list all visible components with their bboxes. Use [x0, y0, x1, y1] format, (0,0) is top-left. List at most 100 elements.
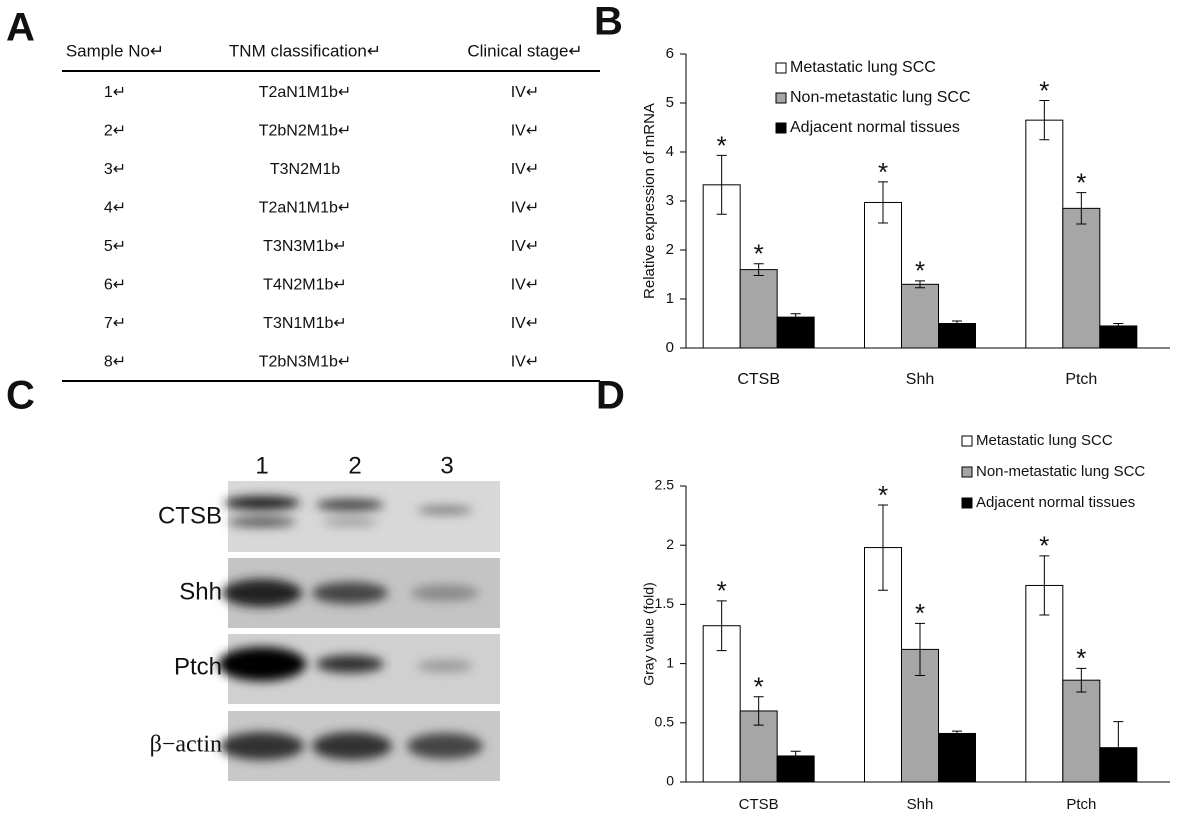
table-cell: 1↵: [104, 84, 126, 101]
bands: [218, 496, 483, 760]
bar: [901, 283, 939, 349]
table-cell: IV↵: [511, 123, 540, 140]
table-cell: IV↵: [511, 354, 540, 371]
band: [222, 579, 302, 607]
y-tick-label: 0.5: [655, 714, 675, 730]
row-label: β−actin: [150, 732, 222, 758]
y-tick-label: 0: [666, 339, 674, 356]
table-cell: T2bN2M1b↵: [259, 123, 352, 140]
table-cell: 7↵: [104, 315, 126, 332]
y-tick-label: 2: [666, 241, 674, 258]
table-cell: IV↵: [511, 84, 540, 101]
significance-star: *: [717, 130, 727, 160]
y-tick-label: 1: [666, 290, 674, 307]
panel-label: A: [6, 6, 35, 50]
error-bar: [915, 622, 925, 676]
table-cell: 3↵: [104, 161, 126, 178]
table-cell: 8↵: [104, 354, 126, 371]
legend-swatch: [961, 497, 973, 509]
band: [224, 496, 300, 510]
significance-star: *: [878, 157, 888, 187]
band: [316, 655, 384, 673]
error-bar: [1076, 192, 1087, 225]
band: [220, 732, 304, 760]
bar: [776, 316, 815, 349]
table-header: Sample No↵: [66, 41, 164, 60]
bar: [864, 201, 902, 349]
error-bar: [952, 320, 962, 327]
bar: [702, 625, 741, 783]
lane-label: 2: [348, 452, 361, 479]
significance-star: *: [754, 239, 764, 269]
error-bar: [1113, 323, 1124, 329]
table-cell: T2aN1M1b↵: [259, 200, 352, 217]
table-cell: T4N2M1b↵: [263, 277, 347, 294]
legend-label: Adjacent normal tissues: [790, 119, 960, 136]
table-cell: IV↵: [511, 277, 540, 294]
error-bar: [1076, 667, 1087, 693]
error-bar: [878, 181, 888, 224]
error-bar: [716, 600, 727, 652]
table-cell: IV↵: [511, 161, 540, 178]
y-tick-label: 0: [666, 773, 674, 789]
table-header: TNM classification↵: [229, 41, 381, 60]
significance-star: *: [1076, 168, 1086, 198]
significance-star: *: [1039, 75, 1049, 105]
significance-star: *: [754, 672, 764, 702]
legend-swatch: [775, 122, 787, 134]
y-tick-label: 1.5: [655, 595, 675, 611]
bar: [1062, 207, 1101, 349]
significance-star: *: [1076, 643, 1086, 673]
panel-label: D: [596, 374, 625, 418]
band: [407, 733, 483, 759]
significance-star: *: [1039, 531, 1049, 561]
legend-label: Adjacent normal tissues: [976, 494, 1135, 511]
table-cell: T3N1M1b↵: [263, 315, 347, 332]
significance-star: *: [915, 256, 925, 286]
x-tick-label: Shh: [906, 371, 934, 388]
x-tick-label: Shh: [907, 796, 934, 813]
blot: [218, 481, 500, 781]
panel-label: C: [6, 374, 35, 418]
lane-label: 3: [440, 452, 453, 479]
error-bar: [952, 730, 962, 737]
table-cell: IV↵: [511, 315, 540, 332]
x-tick-label: Ptch: [1065, 371, 1097, 388]
error-bar: [1039, 100, 1050, 141]
legend-swatch: [961, 435, 973, 447]
y-tick-label: 3: [666, 192, 674, 209]
x-tick-label: CTSB: [739, 796, 779, 813]
bar: [1025, 584, 1064, 783]
error-bar: [878, 504, 888, 591]
row-label: Shh: [179, 578, 222, 605]
table-cell: 6↵: [104, 277, 126, 294]
legend-swatch: [961, 466, 973, 478]
bar: [938, 323, 976, 349]
error-bar: [790, 750, 801, 762]
table-cell: T2aN1M1b↵: [259, 84, 352, 101]
row-label: Ptch: [174, 653, 222, 680]
legend-label: Metastatic lung SCC: [790, 59, 936, 76]
error-bar: [915, 280, 925, 289]
bar: [938, 732, 976, 783]
table-cell: 5↵: [104, 238, 126, 255]
y-tick-label: 2.5: [655, 477, 675, 493]
bar: [1025, 119, 1064, 349]
error-bar: [1113, 721, 1124, 775]
bar: [1062, 679, 1101, 783]
legend-label: Non-metastatic lung SCC: [976, 463, 1145, 480]
table-cell: T3N3M1b↵: [263, 238, 347, 255]
panel-label: B: [594, 0, 623, 44]
table-cell: 2↵: [104, 123, 126, 140]
band: [322, 518, 378, 526]
table-cell: IV↵: [511, 200, 540, 217]
legend-swatch: [775, 92, 787, 104]
y-tick-label: 2: [666, 536, 674, 552]
band: [411, 585, 479, 601]
legend-swatch: [775, 62, 787, 74]
y-axis-label: Relative expression of mRNA: [641, 103, 658, 299]
band: [228, 517, 296, 527]
error-bar: [753, 263, 764, 276]
table-cell: IV↵: [511, 238, 540, 255]
error-bar: [753, 696, 764, 726]
